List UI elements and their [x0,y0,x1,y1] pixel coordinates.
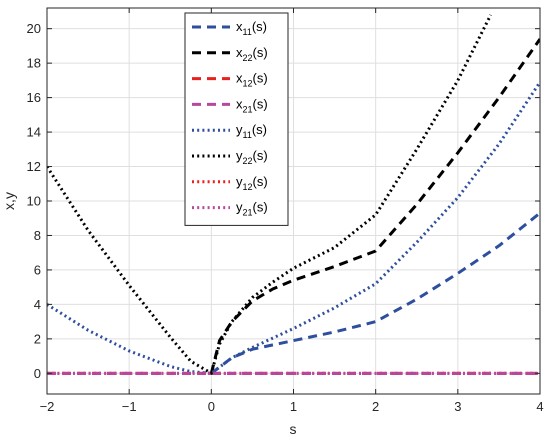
y-tick-label: 14 [27,125,41,140]
y-tick-label: 20 [27,21,41,36]
legend-label: y22(s) [236,148,268,166]
x-axis-label: s [290,421,297,437]
x-tick-label: −2 [40,399,55,414]
legend-label: x21(s) [236,96,268,114]
y-tick-label: 4 [34,297,41,312]
x-tick-label: 0 [208,399,215,414]
y-tick-label: 18 [27,56,41,71]
legend: x11(s) x22(s) x12(s) x21(s) y11(s) y22(s) y12(… [184,12,289,226]
y-tick-label: 12 [27,159,41,174]
series-line-y22s [47,14,493,375]
legend-label: x22(s) [236,45,268,63]
legend-box [184,12,289,226]
x-tick-label: 3 [454,399,461,414]
y-tick-label: 8 [34,228,41,243]
x-tick-label: 2 [372,399,379,414]
y-tick-label: 0 [34,366,41,381]
y-tick-label: 6 [34,262,41,277]
y-tick-label: 16 [27,90,41,105]
x-tick-label: −1 [122,399,137,414]
x-tick-label: 4 [536,399,543,414]
legend-label: x12(s) [236,71,268,89]
x-tick-label: 1 [290,399,297,414]
y-tick-label: 2 [34,331,41,346]
legend-label: x11(s) [236,19,267,37]
y-axis-label: x,y [1,192,17,210]
series-line-x11s [210,211,540,375]
y-tick-label: 10 [27,194,41,209]
legend-label: y12(s) [236,174,268,192]
series-line-y11s [47,81,540,375]
legend-label: y21(s) [236,200,268,218]
series-layer [47,14,540,375]
legend-label: y11(s) [236,122,267,140]
